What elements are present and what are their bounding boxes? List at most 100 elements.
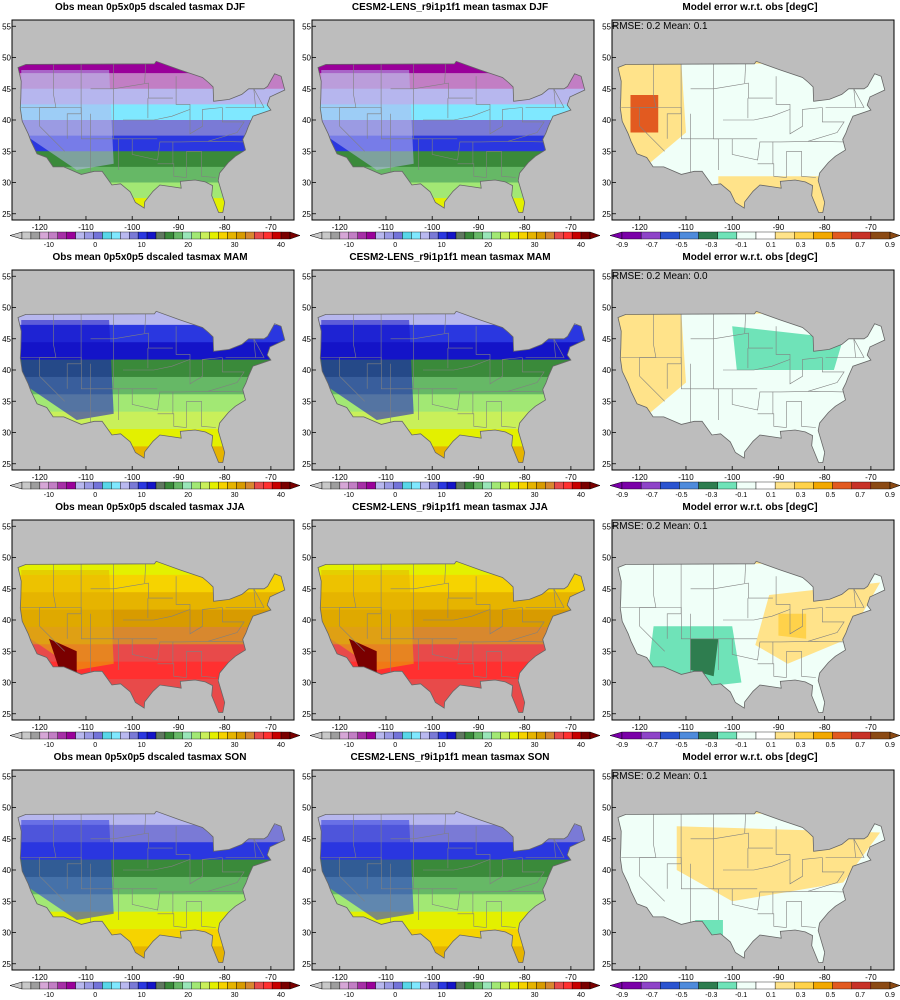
colorbar-swatch	[348, 731, 358, 740]
positive-error-region	[755, 582, 881, 664]
colorbar-label: -0.1	[735, 742, 747, 749]
colorbar-swatch	[218, 231, 228, 240]
state-boundary	[390, 82, 473, 99]
colorbar-swatch	[832, 981, 852, 990]
state-boundary	[207, 107, 245, 142]
lat-tick-label: 35	[302, 897, 311, 906]
colorbar-swatch	[173, 981, 184, 990]
colorbar-label: 0.7	[855, 742, 865, 749]
colorbar-label: -10	[44, 242, 54, 249]
state-boundary	[21, 607, 158, 640]
colorbar-swatch	[832, 731, 852, 740]
lat-tick-label: 30	[2, 679, 11, 688]
state-boundary	[175, 826, 223, 885]
lon-tick-label: -120	[32, 223, 49, 232]
lon-tick-label: -120	[32, 723, 49, 732]
colorbar-swatch	[482, 731, 492, 740]
colorbar-label: 0.1	[766, 742, 776, 749]
lon-tick-label: -80	[519, 223, 531, 232]
colorbar-swatch	[717, 231, 738, 240]
colorbar-swatch	[755, 481, 776, 490]
colorbar-swatch	[473, 231, 484, 240]
lat-tick-label: 25	[2, 460, 11, 469]
colorbar-swatch	[84, 731, 94, 740]
colorbar-label: -0.5	[676, 742, 688, 749]
colorbar-label: 0.9	[885, 992, 895, 999]
state-boundary	[457, 151, 516, 178]
colorbar-swatch	[357, 981, 367, 990]
colorbar-swatch	[209, 481, 219, 490]
colorbar-label: 0	[393, 992, 397, 999]
colorbar-swatch	[357, 731, 367, 740]
colorbar-label: 0	[93, 492, 97, 499]
obs-panel-djf: -120 -110 -100 -90 -80 -70 25 30 35 40 45 50 55 -10 0 1…	[0, 0, 301, 250]
colorbar-swatch	[455, 481, 466, 490]
obs-title: Obs mean 0p5x0p5 dscaled tasmax MAM	[52, 252, 248, 263]
state-boundary	[444, 313, 446, 334]
lat-tick-label: 50	[302, 554, 311, 563]
colorbar-swatch	[774, 481, 795, 490]
state-boundary	[90, 582, 173, 599]
colorbar-label: 20	[484, 492, 492, 499]
lon-tick-label: -70	[865, 223, 877, 232]
colorbar-swatch	[660, 731, 680, 740]
country-outline	[317, 60, 586, 213]
colorbar-swatch	[120, 731, 130, 740]
state-boundary	[423, 859, 491, 871]
colorbar-swatch	[209, 231, 219, 240]
lat-tick-label: 35	[302, 147, 311, 156]
colorbar-low-arrow	[9, 981, 23, 990]
colorbar-swatch	[48, 731, 58, 740]
colorbar-swatch	[851, 981, 872, 990]
colorbar-label: -0.5	[676, 992, 688, 999]
colorbar-swatch	[164, 731, 175, 740]
state-boundary	[423, 359, 491, 371]
colorbar-swatch	[137, 481, 148, 490]
colorbar-swatch	[571, 981, 582, 990]
lon-tick-label: -100	[424, 223, 441, 232]
lat-tick-label: 25	[2, 210, 11, 219]
lon-tick-label: -80	[219, 973, 231, 982]
obs-title: Obs mean 0p5x0p5 dscaled tasmax DJF	[54, 2, 246, 13]
colorbar-swatch	[280, 481, 291, 490]
lon-tick-label: -80	[219, 473, 231, 482]
state-boundary	[157, 901, 216, 928]
colorbar-swatch	[428, 731, 439, 740]
colorbar-label: 10	[438, 742, 446, 749]
colorbar-swatch	[580, 481, 591, 490]
colorbar-label: 40	[277, 742, 285, 749]
colorbar-swatch	[271, 731, 282, 740]
colorbar-swatch	[384, 731, 394, 740]
colorbar-swatch	[545, 981, 555, 990]
state-boundary	[175, 76, 223, 135]
state-boundary	[144, 813, 146, 834]
colorbar-swatch	[30, 481, 41, 490]
colorbar-swatch	[84, 981, 94, 990]
lon-tick-label: -120	[632, 473, 649, 482]
colorbar-swatch	[563, 481, 573, 490]
obs-title: Obs mean 0p5x0p5 dscaled tasmax JJA	[55, 502, 245, 513]
lat-tick-label: 30	[602, 429, 611, 438]
colorbar-swatch	[393, 231, 403, 240]
colorbar-label: -0.5	[676, 492, 688, 499]
lon-tick-label: -110	[78, 473, 94, 482]
colorbar-swatch	[375, 481, 385, 490]
colorbar-label: -10	[344, 992, 354, 999]
colorbar-swatch	[236, 981, 246, 990]
hot-desert-region	[48, 638, 77, 674]
country-outline	[617, 310, 886, 463]
colorbar-swatch	[21, 731, 32, 740]
colorbar-swatch	[375, 731, 385, 740]
colorbar-swatch	[813, 731, 833, 740]
lon-tick-label: -110	[78, 723, 94, 732]
colorbar-label: 0	[393, 492, 397, 499]
colorbar-high-arrow	[589, 231, 601, 240]
colorbar-label: 10	[438, 992, 446, 999]
colorbar-label: 10	[138, 742, 146, 749]
state-boundary	[366, 563, 382, 639]
colorbar-swatch	[473, 731, 484, 740]
colorbar-swatch	[102, 231, 112, 240]
colorbar-swatch	[66, 981, 76, 990]
lat-tick-label: 35	[302, 647, 311, 656]
